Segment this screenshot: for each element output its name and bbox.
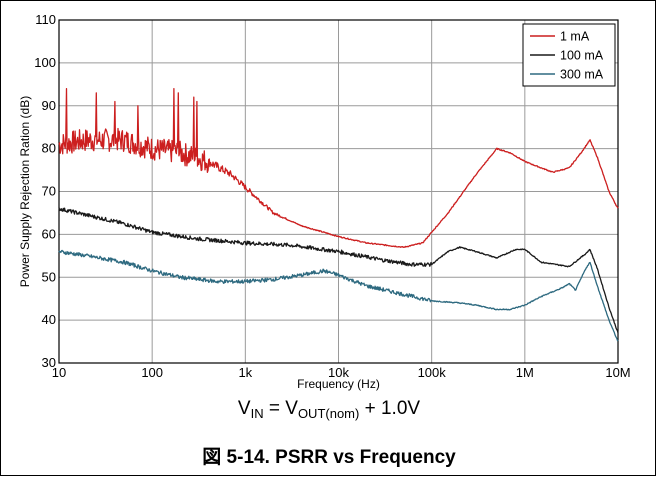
- y-tick-label: 60: [42, 226, 56, 241]
- y-tick-label: 30: [42, 355, 56, 370]
- legend-entry: 1 mA: [560, 30, 590, 44]
- x-tick-label: 10k: [328, 365, 349, 380]
- condition-out-subscript: OUT(nom): [297, 406, 360, 421]
- legend-entry: 300 mA: [560, 68, 604, 82]
- legend-entry: 100 mA: [560, 49, 604, 63]
- plot-area-border: [58, 19, 619, 364]
- y-tick-label: 70: [42, 184, 56, 199]
- condition-rest: + 1.0V: [359, 398, 421, 419]
- y-tick-label: 90: [42, 98, 56, 113]
- condition-v: V: [237, 398, 251, 419]
- series-line-100-ma: [58, 207, 619, 333]
- y-tick-label: 100: [34, 55, 56, 70]
- figure-caption: 図 5-14. PSRR vs Frequency: [202, 447, 456, 468]
- psrr-chart: 10 100 1k 10k 100k 1M 10M 30 40 50 60 70 80 90 100 110 F…: [18, 12, 631, 391]
- x-axis-label: Frequency (Hz): [297, 377, 380, 391]
- x-tick-label: 100k: [418, 365, 447, 380]
- x-tick-label: 100: [141, 365, 163, 380]
- y-axis-label: Power Supply Rejection Ration (dB): [18, 96, 32, 287]
- condition-in-subscript: IN: [250, 406, 264, 421]
- x-tick-label: 1M: [516, 365, 534, 380]
- series-line-300-ma: [58, 249, 619, 342]
- y-tick-label: 80: [42, 141, 56, 156]
- condition-equals: = V: [263, 398, 298, 419]
- x-tick-label: 10M: [605, 365, 630, 380]
- x-tick-label: 1k: [238, 365, 252, 380]
- y-tick-label: 40: [42, 312, 56, 327]
- test-condition: VIN = VOUT(nom) + 1.0V: [0, 398, 658, 421]
- series-line-1-ma: [58, 87, 619, 248]
- y-tick-label: 110: [35, 12, 56, 27]
- x-tick-label: 10: [52, 365, 66, 380]
- y-tick-label: 50: [42, 269, 56, 284]
